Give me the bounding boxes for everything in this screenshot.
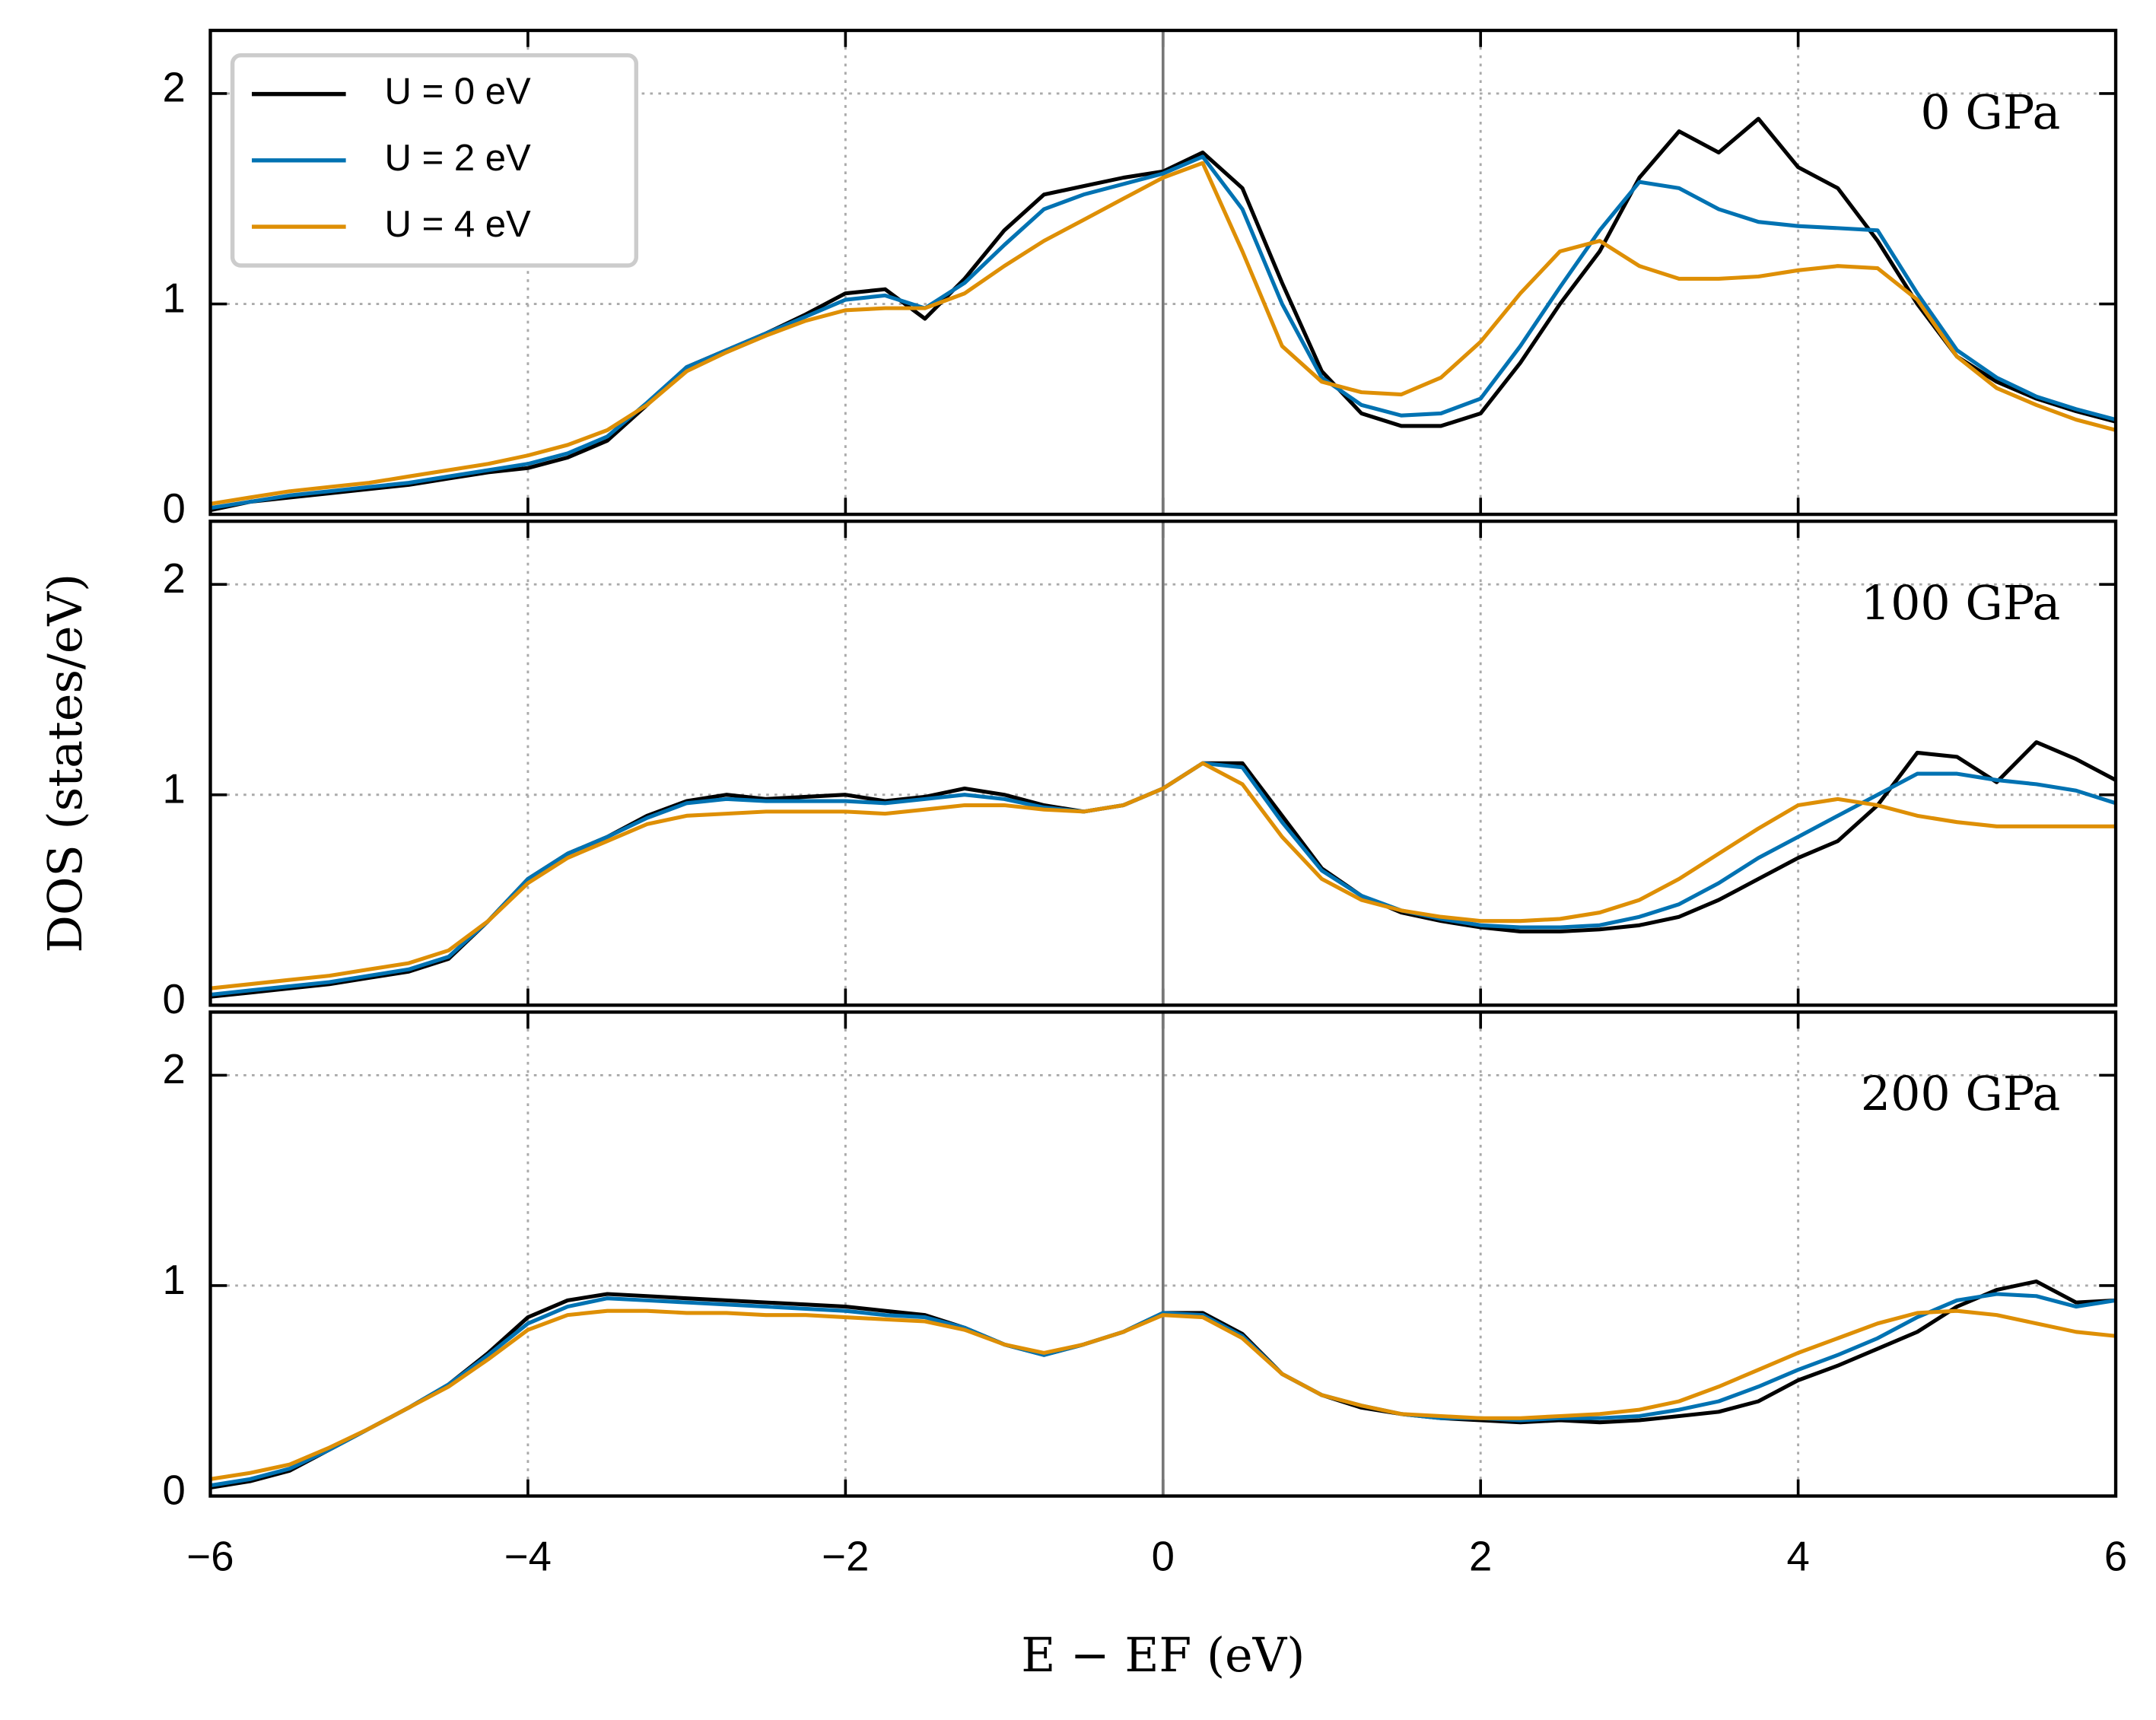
annotation: 200 GPa — [1861, 1067, 2061, 1121]
x-tick-label: 0 — [1152, 1534, 1175, 1580]
panel: 0 1 2 0 GPa U = 0 eV U = 2 eV U = 4 eV — [162, 28, 2118, 532]
plot-frame — [208, 1010, 2118, 1498]
plot-frame — [208, 28, 2118, 517]
annotation: 100 GPa — [1861, 576, 2061, 631]
dos-line — [210, 161, 2116, 506]
legend-label: U = 0 eV — [385, 72, 532, 113]
dos-line — [210, 761, 2116, 990]
y-tick-label: 1 — [162, 275, 185, 321]
annotation: 0 GPa — [1920, 85, 2060, 140]
y-tick-label: 1 — [162, 1257, 185, 1303]
y-tick-label: 0 — [162, 976, 185, 1022]
y-tick-label: 2 — [162, 555, 185, 602]
panel: 0 1 2 −6 −4 −2 0 2 4 6 200 GPa E − EF (eV) — [162, 1010, 2127, 1683]
x-tick-label: 4 — [1786, 1534, 1809, 1580]
dos-line — [210, 154, 2116, 510]
y-tick-label: 2 — [162, 1046, 185, 1092]
y-tick-label: 0 — [162, 485, 185, 532]
y-tick-label: 2 — [162, 65, 185, 111]
plot-frame — [208, 520, 2118, 1007]
dos-line — [210, 1308, 2116, 1481]
x-tick-label: −4 — [504, 1534, 552, 1580]
legend-label: U = 4 eV — [385, 204, 532, 245]
panel: 0 1 2 100 GPa DOS (states/eV) — [38, 520, 2118, 1022]
x-tick-label: −2 — [822, 1534, 869, 1580]
x-tick-label: 6 — [2104, 1534, 2127, 1580]
x-tick-label: −6 — [186, 1534, 234, 1580]
x-tick-label: 2 — [1469, 1534, 1492, 1580]
dos-line — [210, 1292, 2116, 1488]
y-tick-label: 0 — [162, 1467, 185, 1513]
y-tick-label: 1 — [162, 766, 185, 812]
legend-box — [230, 52, 639, 268]
y-axis-label: DOS (states/eV) — [38, 574, 93, 953]
legend: U = 0 eV U = 2 eV U = 4 eV — [230, 52, 639, 268]
legend-label: U = 2 eV — [385, 138, 532, 179]
x-axis-label: E − EF (eV) — [1021, 1628, 1305, 1683]
